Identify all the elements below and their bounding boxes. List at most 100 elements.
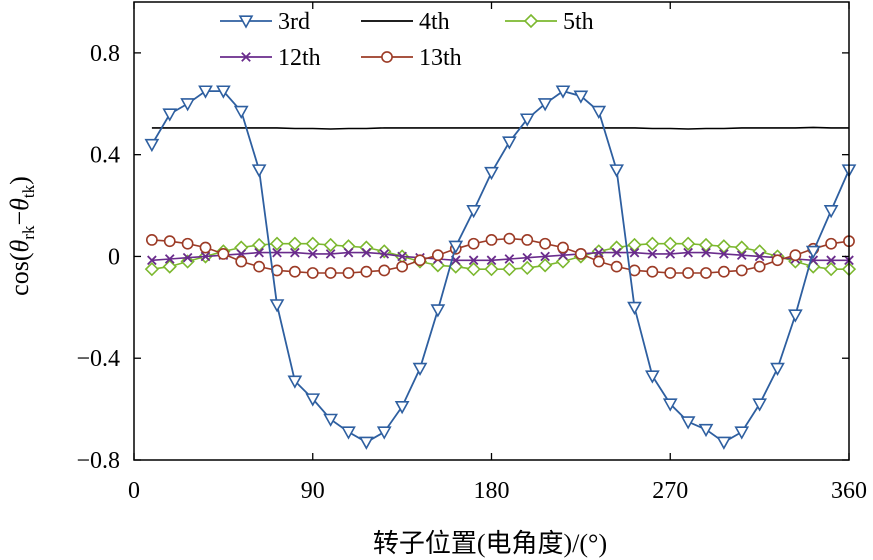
data-point-x bbox=[522, 252, 533, 263]
data-point-circle bbox=[717, 265, 730, 278]
data-point-x bbox=[683, 247, 693, 258]
data-point-circle bbox=[217, 247, 230, 260]
data-point-x bbox=[307, 249, 318, 259]
data-point-circle bbox=[306, 267, 319, 279]
data-point-triangle-down bbox=[251, 164, 267, 178]
legend: 3rd 4th 5th 12th 13th bbox=[220, 9, 594, 71]
data-point-diamond bbox=[627, 237, 642, 253]
data-point-x bbox=[647, 249, 658, 259]
data-point-triangle-down bbox=[269, 299, 285, 313]
data-point-x bbox=[147, 255, 157, 266]
legend-item-4th: 4th bbox=[361, 9, 450, 35]
series-4th bbox=[151, 126, 849, 130]
series-line-4th bbox=[151, 126, 849, 130]
data-point-diamond bbox=[823, 262, 839, 277]
legend-label: 13th bbox=[419, 45, 462, 71]
data-point-triangle-down bbox=[412, 362, 428, 377]
x-tick-label: 0 bbox=[128, 478, 140, 504]
data-point-triangle-down bbox=[805, 245, 821, 260]
x-tick-label: 180 bbox=[474, 478, 510, 504]
data-point-circle bbox=[381, 51, 393, 63]
data-point-x bbox=[164, 254, 175, 264]
series-line-12th bbox=[151, 251, 849, 262]
data-point-triangle-down bbox=[233, 105, 249, 120]
data-point-diamond bbox=[520, 260, 535, 276]
data-point-diamond bbox=[698, 237, 714, 253]
y-tick-label: −0.8 bbox=[76, 448, 120, 474]
data-point-circle bbox=[557, 241, 569, 254]
data-point-triangle-down bbox=[823, 205, 839, 219]
x-tick-label: 270 bbox=[652, 478, 688, 504]
data-point-triangle-down bbox=[573, 90, 589, 104]
plot-frame bbox=[133, 1, 850, 461]
data-point-diamond bbox=[537, 258, 553, 273]
data-point-x bbox=[241, 52, 251, 62]
ylabel-theta2: θ bbox=[5, 198, 34, 211]
data-point-triangle-down bbox=[359, 436, 374, 450]
x-tick-label: 360 bbox=[831, 478, 867, 504]
data-point-circle bbox=[753, 260, 766, 273]
data-point-diamond bbox=[377, 244, 392, 259]
data-point-x bbox=[826, 255, 836, 266]
data-point-triangle-down bbox=[627, 301, 642, 315]
data-point-diamond bbox=[663, 236, 678, 251]
ylabel-sub1: rk bbox=[19, 225, 38, 240]
data-point-x bbox=[182, 252, 193, 263]
data-point-triangle-down bbox=[555, 85, 571, 99]
legend-label: 5th bbox=[563, 9, 594, 35]
data-point-diamond bbox=[162, 259, 177, 274]
data-point-triangle-down bbox=[287, 375, 303, 389]
data-point-triangle-down bbox=[198, 85, 213, 99]
data-point-diamond bbox=[430, 258, 446, 273]
data-point-circle bbox=[431, 249, 444, 262]
data-point-diamond bbox=[180, 254, 195, 269]
data-point-triangle-down bbox=[770, 362, 785, 377]
data-point-circle bbox=[467, 237, 480, 250]
data-point-triangle-down bbox=[645, 370, 660, 384]
y-tick-label: 0.4 bbox=[90, 143, 120, 169]
ylabel-sub2: tk bbox=[19, 184, 38, 198]
data-point-circle bbox=[378, 264, 391, 277]
data-point-circle bbox=[610, 260, 623, 273]
data-point-x bbox=[629, 247, 640, 258]
ylabel-prefix: cos( bbox=[5, 252, 34, 295]
data-point-diamond bbox=[466, 262, 481, 277]
data-point-circle bbox=[163, 235, 176, 248]
data-point-triangle-down bbox=[238, 15, 254, 29]
data-point-circle bbox=[574, 247, 587, 260]
series-layer bbox=[144, 85, 857, 450]
data-point-x bbox=[379, 249, 390, 259]
series-13th bbox=[145, 232, 855, 279]
data-point-x bbox=[486, 255, 497, 266]
data-point-triangle-down bbox=[430, 304, 446, 318]
data-point-circle bbox=[682, 267, 695, 279]
data-point-triangle-down bbox=[484, 166, 499, 181]
data-point-circle bbox=[145, 234, 158, 246]
data-point-triangle-down bbox=[394, 400, 410, 415]
data-point-circle bbox=[342, 267, 355, 279]
data-point-triangle-down bbox=[537, 98, 553, 112]
data-point-diamond bbox=[716, 239, 732, 254]
data-point-diamond bbox=[680, 236, 696, 251]
legend-label: 4th bbox=[419, 9, 450, 35]
data-point-circle bbox=[592, 255, 605, 268]
data-point-x bbox=[504, 254, 515, 264]
data-point-triangle-down bbox=[448, 240, 464, 254]
legend-item-13th: 13th bbox=[361, 45, 462, 71]
data-point-triangle-down bbox=[144, 138, 160, 153]
ylabel-minus: − bbox=[5, 211, 34, 226]
data-point-diamond bbox=[734, 240, 749, 255]
data-point-triangle-down bbox=[341, 426, 356, 440]
data-point-circle bbox=[235, 255, 248, 268]
ylabel-theta1: θ bbox=[5, 239, 34, 252]
data-point-diamond bbox=[523, 13, 539, 29]
data-point-diamond bbox=[144, 262, 160, 277]
legend-item-3rd: 3rd bbox=[220, 9, 310, 35]
data-point-triangle-down bbox=[680, 416, 696, 430]
data-point-x bbox=[290, 247, 300, 258]
data-point-circle bbox=[485, 234, 498, 246]
data-point-x bbox=[343, 247, 354, 258]
data-point-triangle-down bbox=[519, 113, 535, 127]
data-point-circle bbox=[521, 234, 534, 246]
